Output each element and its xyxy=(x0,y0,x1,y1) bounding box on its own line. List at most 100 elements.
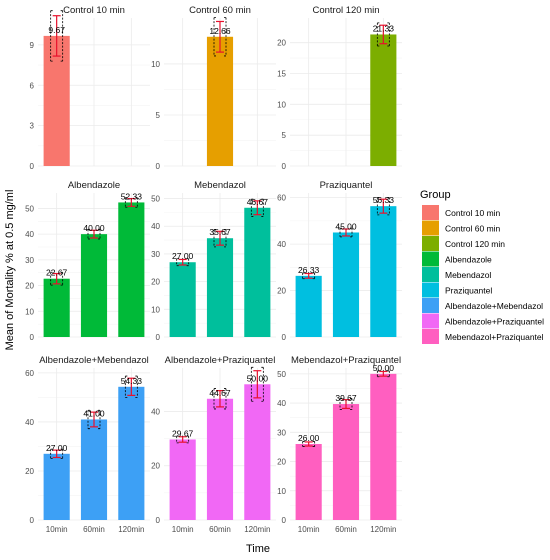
error-bracket xyxy=(124,375,129,398)
facet-title: Mebendazol+Praziquantel xyxy=(291,355,401,366)
y-tick-label: 10 xyxy=(151,60,160,69)
error-bracket xyxy=(339,398,343,410)
bar xyxy=(295,275,322,337)
bar xyxy=(43,278,70,337)
y-tick-label: 20 xyxy=(151,278,160,287)
error-bracket xyxy=(376,197,381,216)
legend-swatch xyxy=(422,267,439,282)
error-bracket xyxy=(213,17,217,57)
legend-label: Mebendazol xyxy=(445,270,491,280)
y-tick-label: 40 xyxy=(277,399,286,408)
data-label: 27.00 xyxy=(46,443,68,453)
y-tick-label: 40 xyxy=(151,222,160,231)
facet-title: Albendazole+Mebendazol xyxy=(39,355,149,366)
y-tick-label: 0 xyxy=(282,333,287,342)
facet-title: Control 10 min xyxy=(63,5,125,16)
y-tick-label: 50 xyxy=(277,370,286,379)
data-label: 45.00 xyxy=(335,221,357,231)
bar xyxy=(370,34,397,167)
legend-label: Albendazole+Mebendazol xyxy=(445,301,543,311)
y-tick-label: 10 xyxy=(277,487,286,496)
error-bracket xyxy=(176,435,180,444)
data-label: 40.00 xyxy=(83,223,105,233)
bar xyxy=(80,234,108,337)
legend-label: Praziquantel xyxy=(445,286,492,296)
error-bracket xyxy=(339,227,343,238)
y-tick-label: 50 xyxy=(25,204,34,213)
facet-panel: Control 120 min 0 5 10 15 20 21.33 xyxy=(277,5,402,171)
error-bracket xyxy=(213,229,217,248)
error-bracket xyxy=(213,388,217,410)
y-tick-label: 60 xyxy=(25,369,34,378)
x-tick-label: 120min xyxy=(118,525,144,534)
y-tick-label: 30 xyxy=(25,256,34,265)
bar xyxy=(206,398,234,520)
y-tick-label: 40 xyxy=(25,230,34,239)
y-tick-label: 40 xyxy=(151,407,160,416)
facet-panel: Mebendazol+Praziquantel 0 10 20 30 40 50 26.00 3… xyxy=(277,355,402,534)
data-label: 21.33 xyxy=(373,23,395,33)
y-tick-label: 20 xyxy=(277,458,286,467)
y-tick-label: 3 xyxy=(30,122,35,131)
y-tick-label: 0 xyxy=(30,516,35,525)
error-bracket xyxy=(223,229,227,248)
bar xyxy=(169,262,196,337)
facet-title: Praziquantel xyxy=(320,180,373,191)
data-label: 35.67 xyxy=(209,227,231,237)
data-label: 9.67 xyxy=(48,25,65,35)
error-bracket xyxy=(250,366,255,402)
error-bracket xyxy=(124,197,129,208)
bar xyxy=(295,444,322,520)
bar xyxy=(206,36,234,167)
bar xyxy=(370,206,397,337)
y-tick-label: 0 xyxy=(30,162,35,171)
error-bracket xyxy=(50,448,54,459)
error-bracket xyxy=(260,198,264,217)
error-bracket xyxy=(302,272,306,280)
legend-label: Control 10 min xyxy=(445,208,501,218)
x-tick-label: 60min xyxy=(209,525,231,534)
facet-panel: Control 10 min 0 3 6 9 9.67 xyxy=(30,5,150,171)
x-tick-label: 120min xyxy=(244,525,270,534)
legend-swatch xyxy=(422,251,439,267)
error-bracket xyxy=(223,388,227,410)
y-tick-label: 20 xyxy=(277,287,286,296)
data-label: 46.67 xyxy=(247,197,269,207)
error-bracket xyxy=(59,10,64,62)
y-tick-label: 0 xyxy=(30,333,35,342)
facet-panel: Albendazole+Mebendazol 0 20 40 60 27.00 41.00 5… xyxy=(25,355,150,534)
y-axis-title: Mean of Mortality % at 0.5 mg/ml xyxy=(4,190,16,351)
legend-swatch xyxy=(422,329,439,344)
data-label: 54.33 xyxy=(121,376,143,386)
error-bracket xyxy=(134,375,138,398)
legend-swatch xyxy=(422,282,439,298)
data-label: 12.66 xyxy=(209,26,231,36)
y-tick-label: 5 xyxy=(282,131,287,140)
error-bracket xyxy=(50,271,54,286)
data-label: 52.33 xyxy=(121,191,143,201)
y-tick-label: 5 xyxy=(156,111,161,120)
y-tick-label: 60 xyxy=(277,194,286,203)
data-label: 50.00 xyxy=(247,373,269,383)
y-tick-label: 9 xyxy=(30,41,35,50)
bar xyxy=(332,232,360,337)
facet-panel: Mebendazol 0 10 20 30 40 50 27.00 35.67 46.67 xyxy=(151,180,276,342)
error-bracket xyxy=(386,197,390,216)
bar xyxy=(118,386,145,520)
error-bracket xyxy=(97,409,101,430)
error-bracket xyxy=(250,198,255,217)
y-tick-label: 0 xyxy=(156,162,161,171)
error-bracket xyxy=(176,258,180,267)
facet-title: Albendazole xyxy=(68,180,120,191)
error-bracket xyxy=(134,197,138,208)
bar xyxy=(332,404,360,520)
facet-title: Control 120 min xyxy=(312,5,379,16)
facet-panel: Control 60 min 0 5 10 12.66 xyxy=(151,5,276,171)
error-bracket xyxy=(386,370,390,378)
error-bracket xyxy=(185,258,190,267)
bar xyxy=(244,207,271,337)
y-tick-label: 0 xyxy=(156,333,161,342)
y-tick-label: 0 xyxy=(156,516,161,525)
legend: Group Control 10 min Control 60 min Contro… xyxy=(420,189,544,344)
y-tick-label: 20 xyxy=(25,467,34,476)
